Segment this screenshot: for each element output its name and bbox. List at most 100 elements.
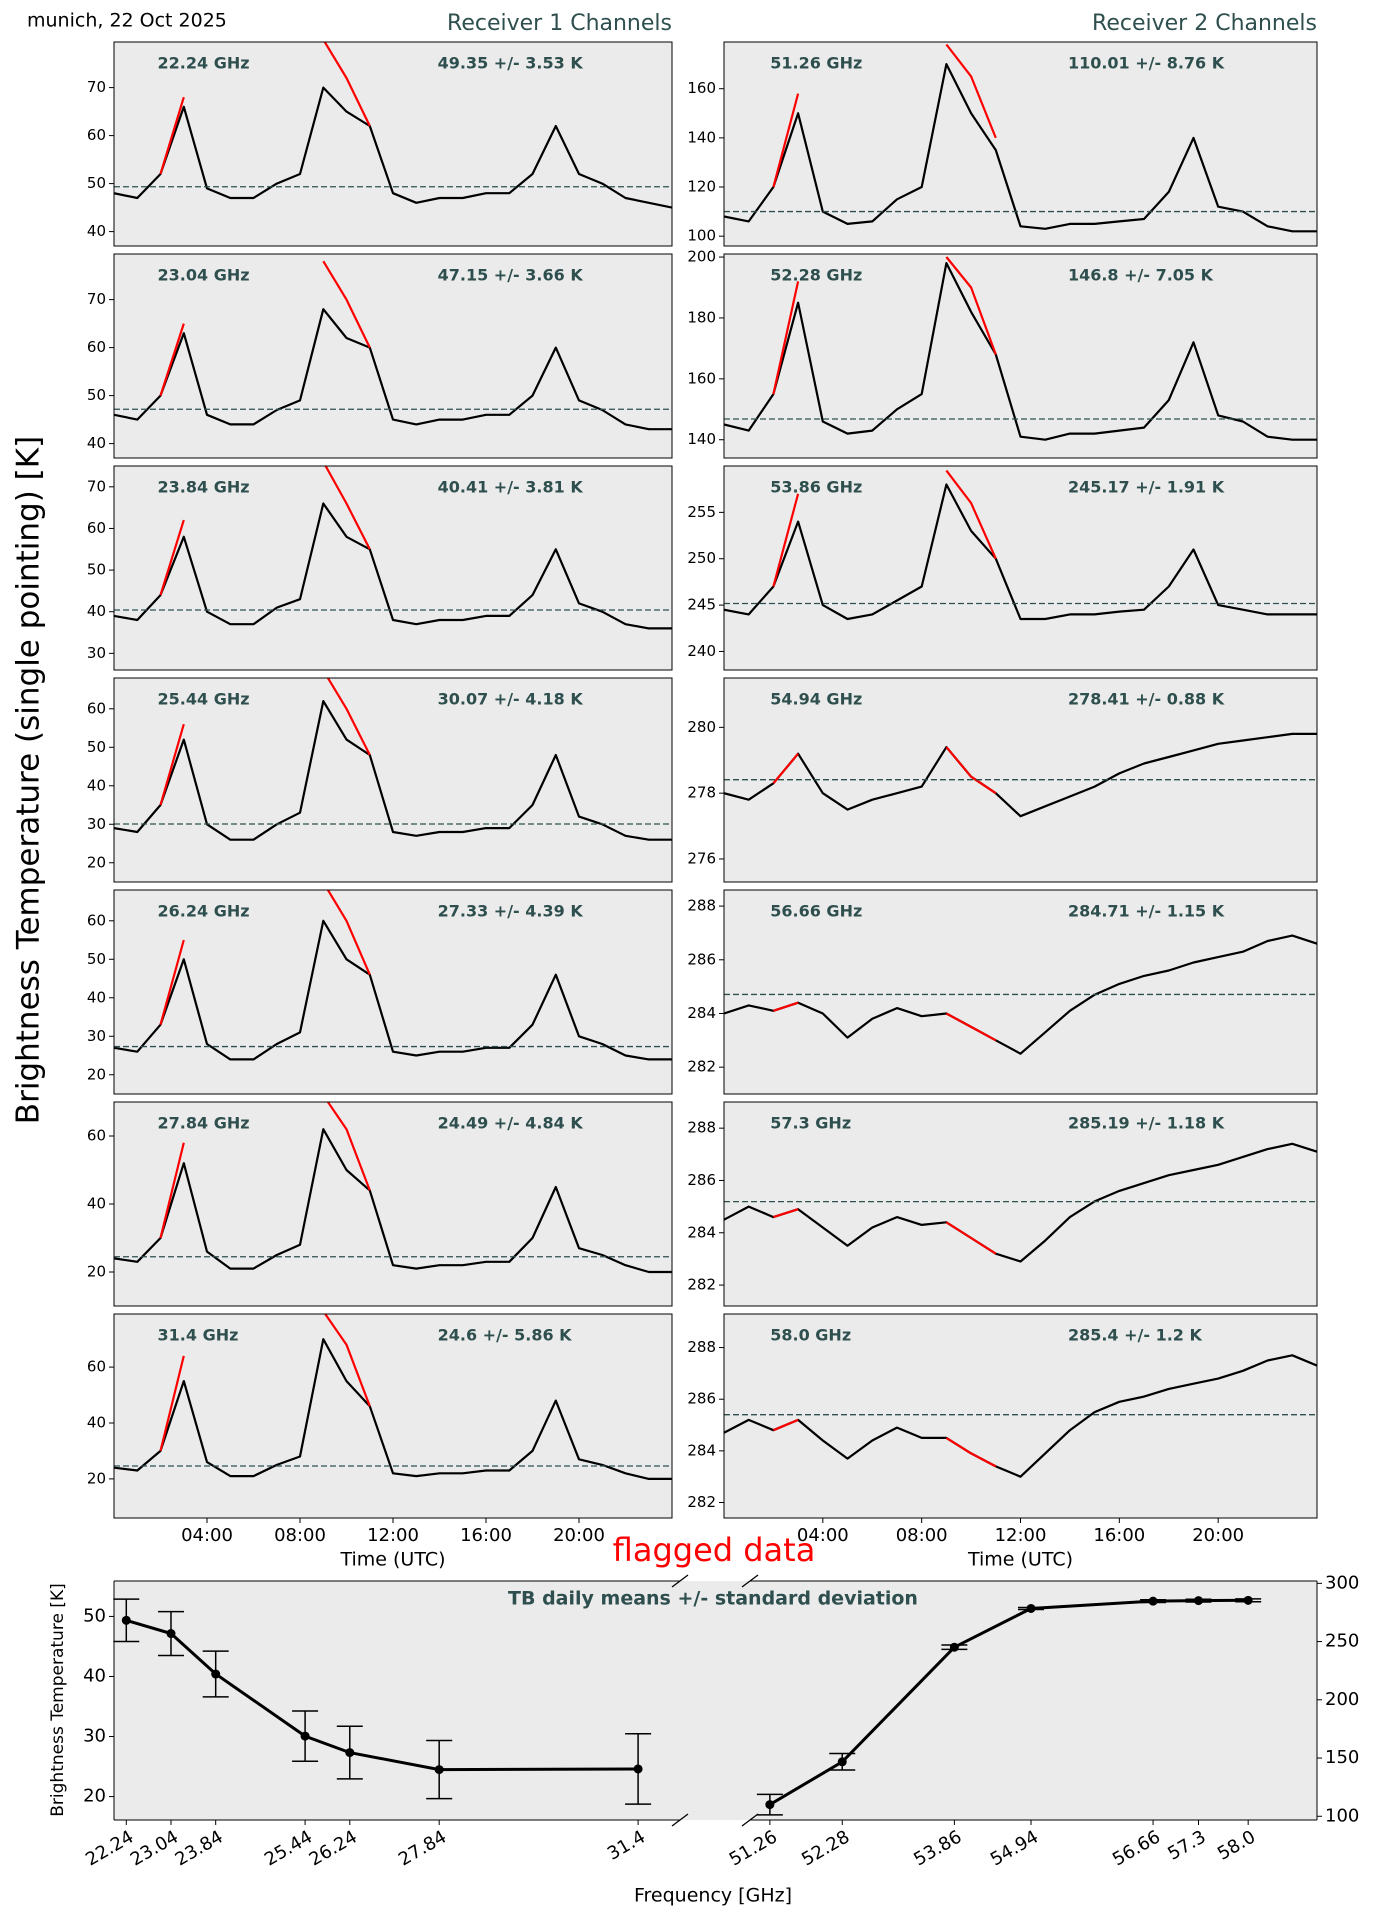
x-tick-label: 16:00 bbox=[1093, 1525, 1145, 1546]
series-group bbox=[724, 1354, 1317, 1478]
channel-label: 22.24 GHz bbox=[158, 54, 250, 73]
axis-break bbox=[741, 1813, 759, 1827]
x-tick-label: 04:00 bbox=[181, 1525, 233, 1546]
x-tick-label: 12:00 bbox=[995, 1525, 1047, 1546]
plot-frame bbox=[723, 253, 1318, 459]
plot-background bbox=[114, 1102, 672, 1306]
y-tick-label: 20 bbox=[87, 1263, 106, 1281]
channel-label: 23.04 GHz bbox=[158, 266, 250, 285]
y-tick-label: 60 bbox=[87, 699, 106, 717]
series-group bbox=[724, 469, 1317, 621]
plot-background bbox=[724, 42, 1317, 246]
y-tick-label: 245 bbox=[687, 596, 716, 614]
mean-annotation: 24.6 +/- 5.86 K bbox=[438, 1326, 573, 1345]
x-tick-label: 23.84 bbox=[172, 1826, 227, 1870]
mean-point bbox=[1243, 1595, 1253, 1605]
x-axis-label: Time (UTC) bbox=[967, 1549, 1073, 1571]
y-tick-label: 20 bbox=[87, 1065, 106, 1083]
y2-tick-label: 300 bbox=[1325, 1572, 1359, 1593]
y-tick-label: 70 bbox=[87, 78, 106, 96]
y-tick-label: 140 bbox=[687, 430, 716, 448]
x-axis-label: Time (UTC) bbox=[339, 1549, 445, 1571]
mean-point bbox=[211, 1669, 221, 1679]
mean-annotation: 47.15 +/- 3.66 K bbox=[438, 266, 584, 285]
mean-annotation: 24.49 +/- 4.84 K bbox=[438, 1114, 584, 1133]
x-tick-label: 16:00 bbox=[460, 1525, 512, 1546]
series-line bbox=[114, 502, 672, 630]
y-tick-label: 278 bbox=[687, 784, 716, 802]
y-tick-label: 60 bbox=[87, 1358, 106, 1376]
mean-point bbox=[1026, 1603, 1036, 1613]
series-line bbox=[159, 890, 371, 1025]
chart-title: TB daily means +/- standard deviation bbox=[508, 1588, 918, 1610]
plot-background bbox=[724, 678, 1317, 882]
y-tick-label: 40 bbox=[87, 434, 106, 452]
y-tick-label: 70 bbox=[87, 477, 106, 495]
series-line bbox=[114, 1128, 672, 1274]
series-group bbox=[114, 1314, 672, 1480]
channel-label: 26.24 GHz bbox=[158, 902, 250, 921]
y-tick-label: 30 bbox=[87, 815, 106, 833]
channel-label: 51.26 GHz bbox=[770, 54, 862, 73]
x-tick-label: 51.26 bbox=[726, 1826, 781, 1870]
plot-background bbox=[724, 890, 1317, 1094]
series-line bbox=[159, 1314, 371, 1452]
y-tick-label: 30 bbox=[83, 1726, 106, 1747]
x-tick-label: 57.3 bbox=[1164, 1826, 1209, 1864]
mean-point bbox=[345, 1748, 355, 1758]
series-line bbox=[724, 732, 1317, 818]
channel-label: 57.3 GHz bbox=[770, 1114, 851, 1133]
y-tick-label: 50 bbox=[87, 950, 106, 968]
series-line bbox=[159, 260, 371, 396]
series-group bbox=[114, 890, 672, 1061]
mean-annotation: 278.41 +/- 0.88 K bbox=[1068, 690, 1225, 709]
plot-frame bbox=[113, 1101, 673, 1307]
series-line bbox=[114, 1338, 672, 1480]
plot-background bbox=[114, 1314, 672, 1518]
plot-background bbox=[724, 1314, 1317, 1518]
x-tick-label: 23.04 bbox=[127, 1826, 182, 1870]
series-group bbox=[114, 466, 672, 630]
y-tick-label: 40 bbox=[87, 1195, 106, 1213]
mean-annotation: 40.41 +/- 3.81 K bbox=[438, 478, 584, 497]
y2-tick-label: 250 bbox=[1325, 1631, 1359, 1652]
y-tick-label: 276 bbox=[687, 849, 716, 867]
plot-background bbox=[114, 890, 672, 1094]
channel-label: 52.28 GHz bbox=[770, 266, 862, 285]
mean-point bbox=[633, 1764, 643, 1774]
y-tick-label: 286 bbox=[687, 1390, 716, 1408]
y2-tick-label: 200 bbox=[1325, 1689, 1359, 1710]
x-tick-label: 25.44 bbox=[261, 1826, 316, 1870]
y-tick-label: 288 bbox=[687, 897, 716, 915]
y-tick-label: 60 bbox=[87, 519, 106, 537]
axis-break bbox=[741, 1574, 759, 1588]
series-line bbox=[724, 483, 1317, 621]
plot-frame bbox=[723, 1101, 1318, 1307]
series-line bbox=[724, 1142, 1317, 1263]
plot-background bbox=[114, 466, 672, 670]
mean-point bbox=[949, 1642, 959, 1652]
series-line bbox=[114, 919, 672, 1061]
series-group bbox=[114, 42, 672, 209]
x-axis-label: Frequency [GHz] bbox=[634, 1885, 792, 1907]
channel-label: 53.86 GHz bbox=[770, 478, 862, 497]
y-tick-label: 50 bbox=[87, 738, 106, 756]
plot-frame bbox=[113, 41, 673, 247]
x-tick-label: 53.86 bbox=[910, 1826, 965, 1870]
series-group bbox=[724, 732, 1317, 818]
y-tick-label: 40 bbox=[87, 776, 106, 794]
y-tick-label: 40 bbox=[87, 1413, 106, 1431]
plot-frame bbox=[113, 677, 673, 883]
y-tick-label: 30 bbox=[87, 1027, 106, 1045]
series-line bbox=[772, 43, 997, 188]
series-line bbox=[159, 42, 371, 175]
y-tick-label: 50 bbox=[83, 1605, 106, 1626]
plot-frame bbox=[723, 1313, 1318, 1519]
series-line bbox=[724, 1354, 1317, 1478]
y-tick-label: 50 bbox=[87, 174, 106, 192]
plot-background bbox=[724, 466, 1317, 670]
series-line bbox=[772, 746, 997, 795]
y-tick-label: 60 bbox=[87, 1127, 106, 1145]
y-tick-label: 282 bbox=[687, 1276, 716, 1294]
plot-frame bbox=[113, 889, 673, 1095]
